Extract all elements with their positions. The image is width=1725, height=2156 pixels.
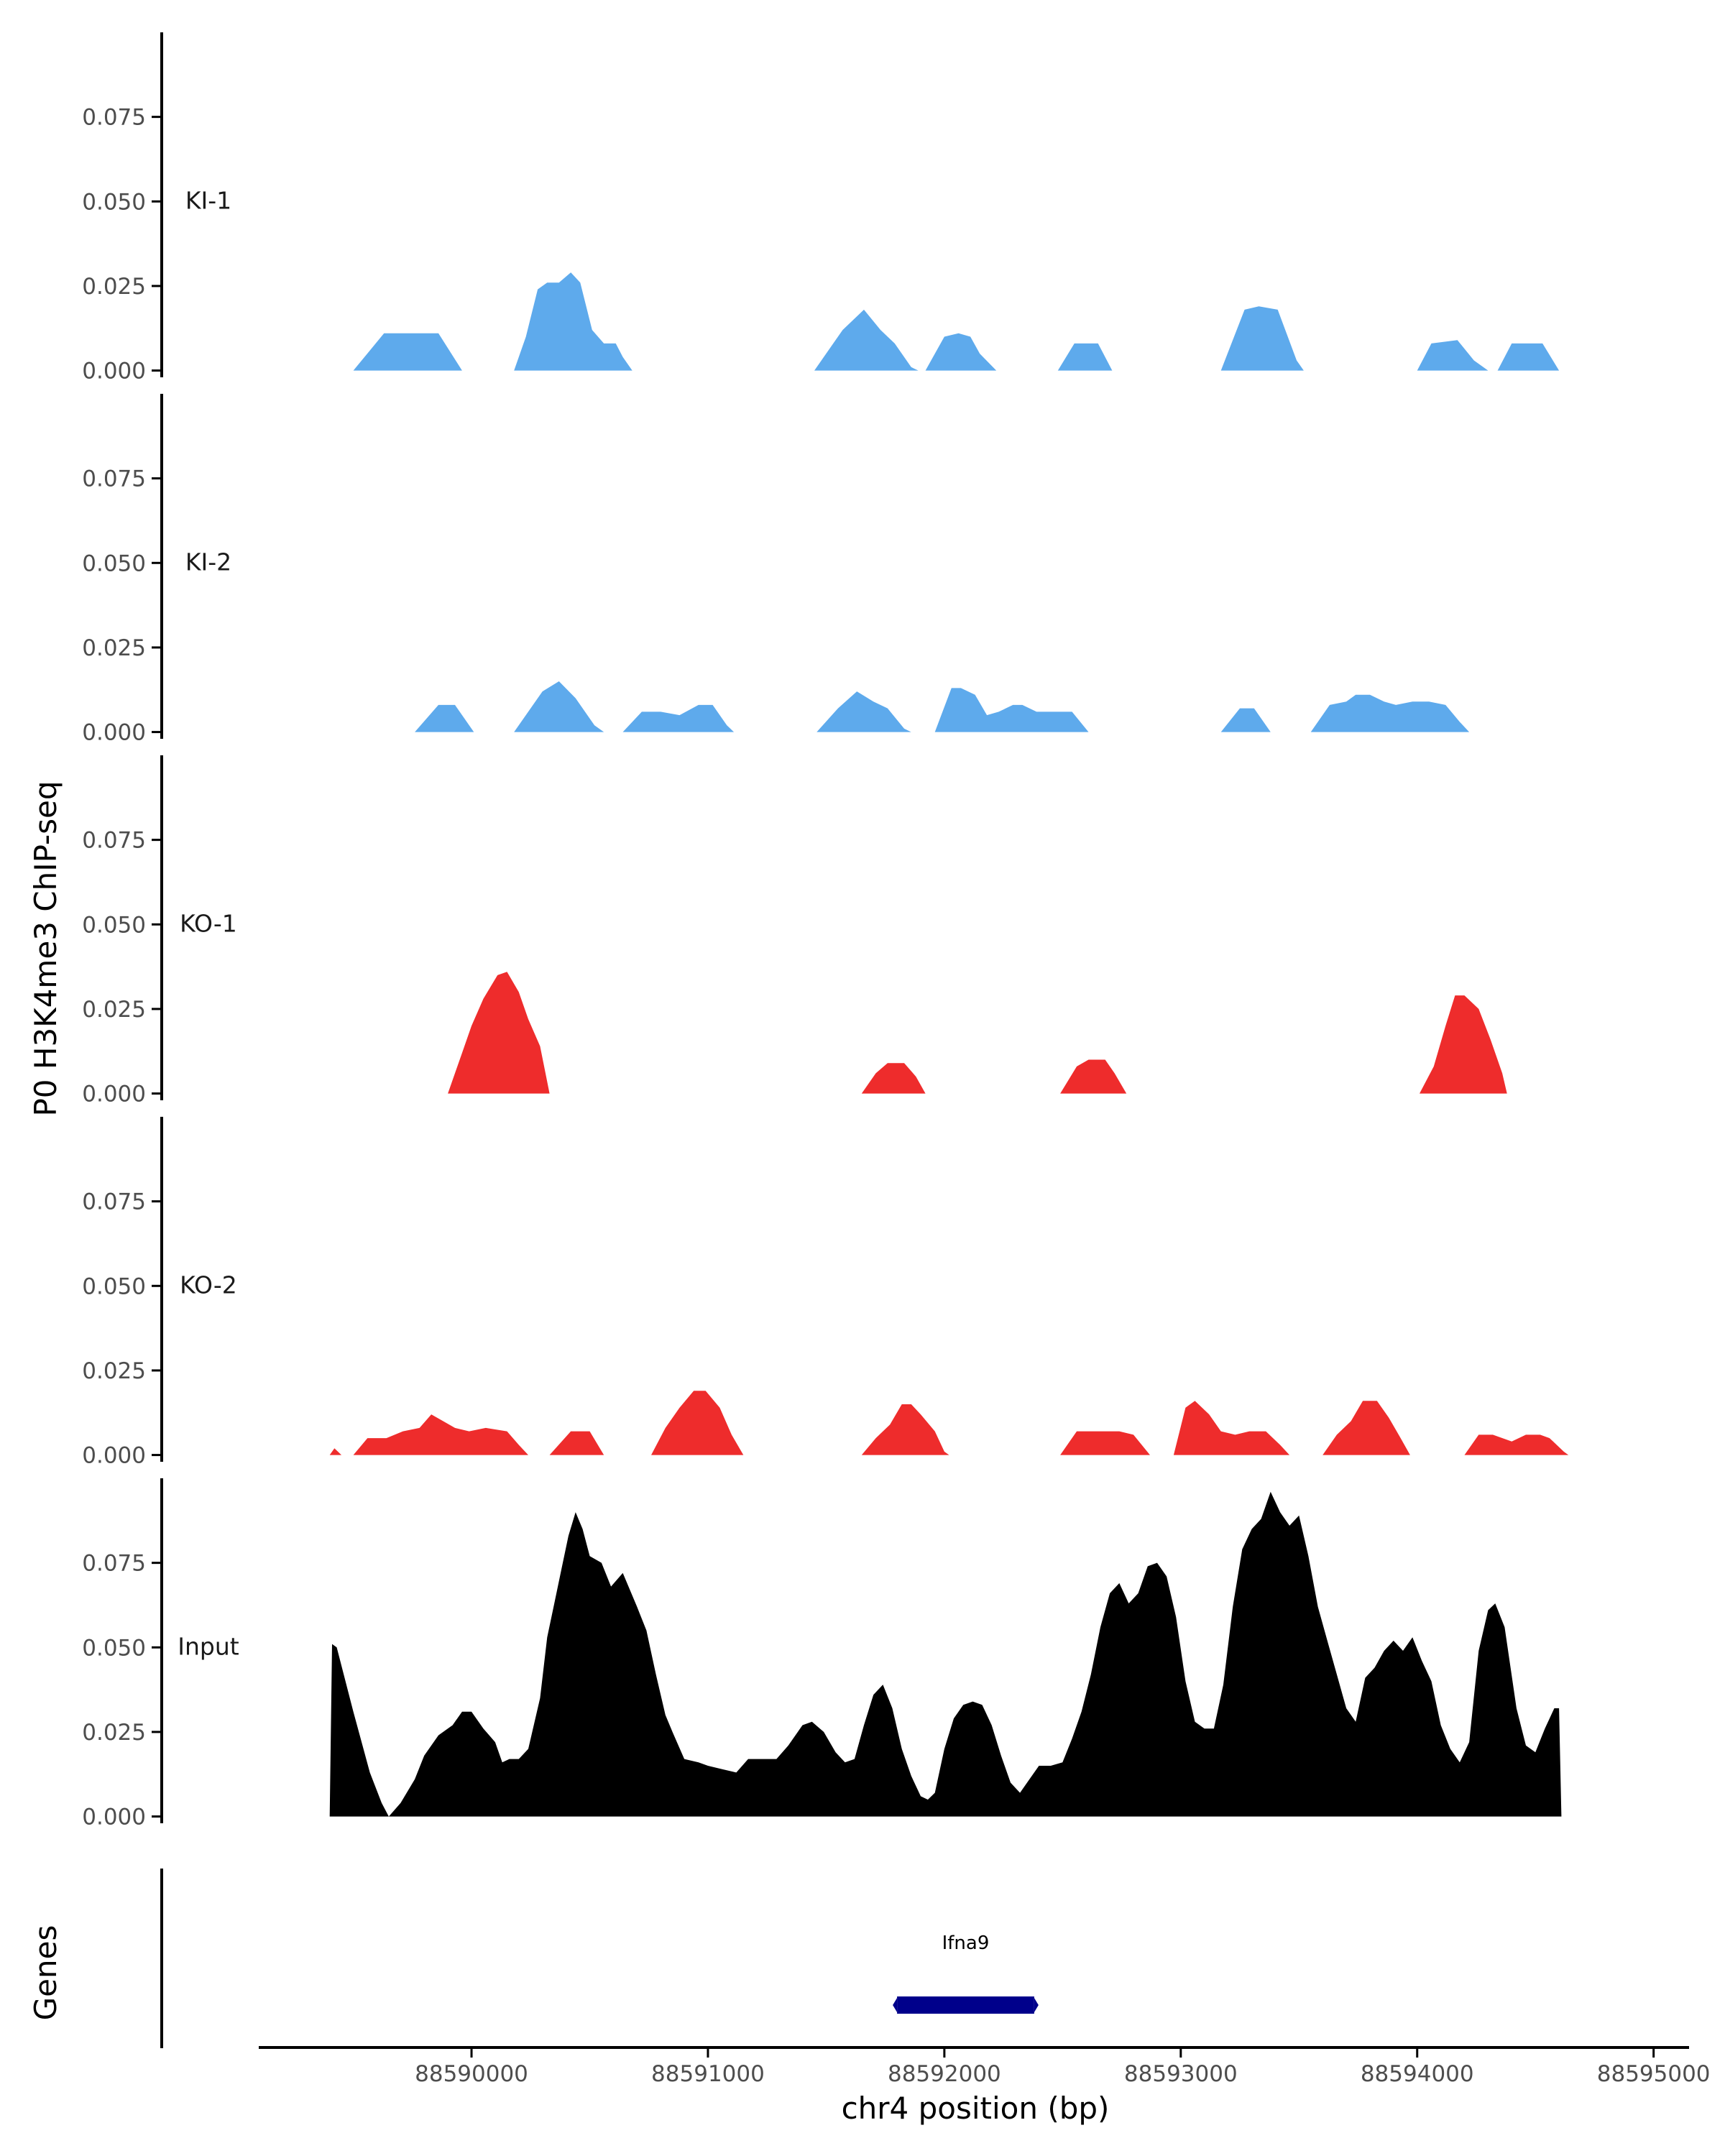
y-tick-label: 0.050 [82,550,146,576]
gene-label: Ifna9 [942,1932,990,1954]
track-label: KO-1 [180,909,237,937]
track-KI-2: 0.000 0.025 0.050 0.075 KI-2 [82,394,1470,746]
y-tick-label: 0.025 [82,997,146,1023]
y-tick-label: 0.000 [82,1082,146,1107]
x-tick-label: 88593000 [1124,2061,1238,2087]
tracks: 0.0000.0250.0500.075KI-10.0000.0250.0500… [82,32,1569,1830]
x-axis: 88590000 88591000 88592000 88593000 88594000… [259,2046,1711,2087]
y-tick-label: 0.075 [82,105,146,131]
track-Input: 0.000 0.025 0.050 0.075 Input [82,1478,1562,1830]
y-tick-label: 0.000 [82,1443,146,1469]
y-tick-label: 0.050 [82,1273,146,1299]
x-tick-label: 88595000 [1597,2061,1711,2087]
y-tick-label: 0.000 [82,720,146,746]
x-tick-label: 88590000 [415,2061,528,2087]
track-label: KI-2 [185,548,231,576]
track-KO-2: 0.000 0.025 0.050 0.075 KO-2 [82,1117,1569,1469]
track-label: KI-1 [185,186,231,214]
area-KO-1 [448,972,1509,1094]
y-tick-label: 0.075 [82,828,146,854]
y-axis-title: P0 H3K4me3 ChIP-seq [28,780,63,1116]
y-tick-label: 0.025 [82,274,146,300]
x-axis-title: chr4 position (bp) [842,2091,1110,2126]
y-tick-label: 0.025 [82,1720,146,1746]
y-tick-label: 0.000 [82,359,146,384]
x-tick-label: 88591000 [651,2061,765,2087]
y-tick-label: 0.050 [82,912,146,938]
track-KO-1: 0.000 0.025 0.050 0.075 KO-1 [82,755,1509,1107]
track-label: Input [178,1632,239,1660]
gene-panel: Ifna9 [160,1869,1039,2048]
y-tick-label: 0.075 [82,1189,146,1215]
y-tick-label: 0.075 [82,466,146,492]
y-tick-label: 0.025 [82,1358,146,1384]
area-KI-2 [415,681,1470,732]
y-tick-label: 0.075 [82,1551,146,1577]
y-tick-label: 0.025 [82,635,146,661]
area-KO-2 [329,1391,1569,1455]
track-KI-1: 0.000 0.025 0.050 0.075 KI-1 [82,32,1560,384]
area-Input [329,1491,1562,1817]
y-tick-label: 0.000 [82,1805,146,1830]
genes-axis-title: Genes [28,1925,63,2021]
x-tick-label: 88592000 [888,2061,1001,2087]
gene-Ifna9 [897,1996,1034,2014]
x-tick-label: 88594000 [1361,2061,1474,2087]
track-label: KO-2 [180,1271,237,1299]
area-KI-1 [353,272,1560,371]
y-tick-label: 0.050 [82,1635,146,1661]
y-tick-label: 0.050 [82,189,146,215]
